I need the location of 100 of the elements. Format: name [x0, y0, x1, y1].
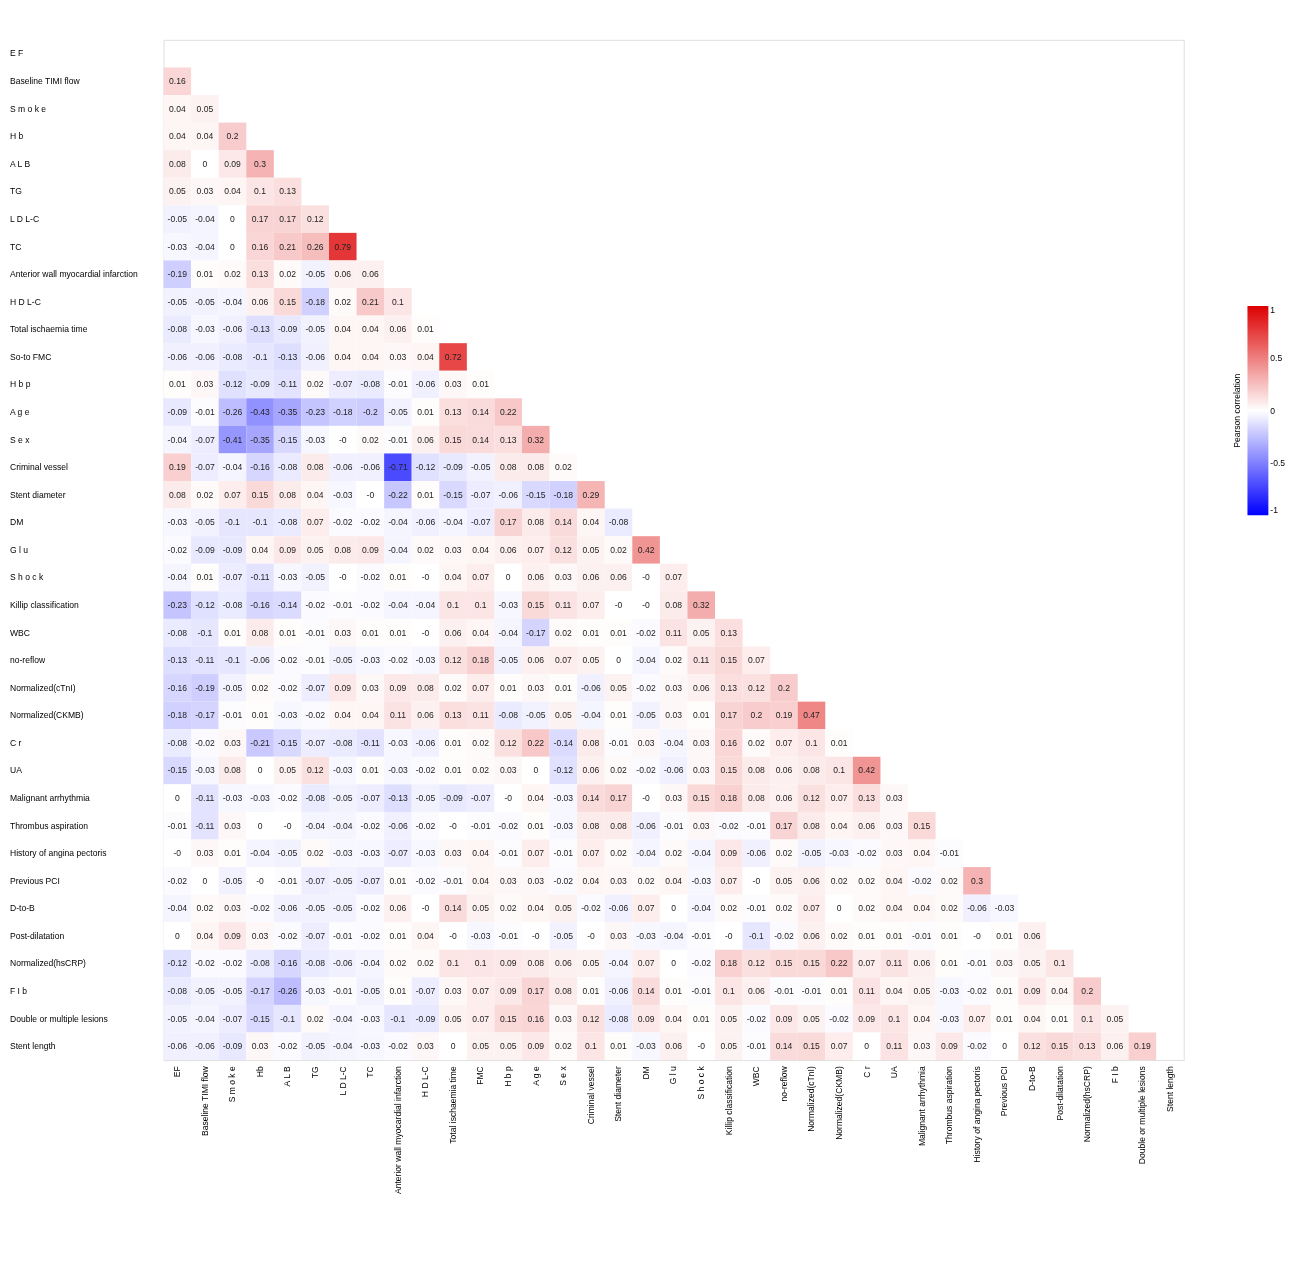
data-label: -0.02 [856, 848, 877, 859]
data-label: -0.18 [333, 406, 353, 417]
data-label: -0.01 [388, 434, 408, 445]
data-label: -0.07 [388, 848, 408, 859]
data-label: -0.05 [470, 462, 491, 473]
data-label: 0.05 [582, 655, 600, 666]
data-label: -0.43 [250, 406, 271, 417]
y-tick-label: So-to FMC [9, 351, 52, 362]
data-label: -0.02 [167, 875, 188, 886]
data-label: 0.05 [1106, 1013, 1124, 1024]
data-label: 0.02 [362, 434, 379, 445]
data-label: 0.03 [417, 1041, 435, 1052]
data-label: 0.17 [251, 213, 269, 224]
data-label: 0.09 [527, 1041, 545, 1052]
data-label: 0.04 [527, 792, 545, 803]
data-label: -0.11 [360, 737, 380, 748]
x-tick-label: Stent length [1164, 1066, 1175, 1112]
data-label: 0.02 [472, 765, 490, 776]
data-label: 0.07 [224, 489, 242, 500]
data-label: 0.02 [610, 848, 628, 859]
y-tick-label: Baseline TIMI flow [9, 76, 81, 87]
data-label: -0 [504, 792, 513, 803]
data-label: 0.03 [362, 682, 379, 693]
x-tick-label: F I b [1109, 1066, 1120, 1084]
data-label: 0.03 [692, 737, 710, 748]
data-label: 0.07 [720, 875, 738, 886]
data-label: -0.05 [305, 1041, 326, 1052]
data-label: 0.04 [582, 875, 600, 886]
data-label: -0.02 [360, 820, 381, 831]
data-label: -0.19 [167, 269, 188, 280]
data-label: 0.04 [1051, 986, 1069, 996]
data-label: -0.2 [362, 406, 378, 417]
y-tick-label: H D L-C [9, 296, 41, 307]
data-label: -0.02 [691, 958, 712, 969]
data-label: -0.08 [222, 599, 243, 610]
data-label: 0.05 [472, 1041, 490, 1052]
data-label: 0.01 [389, 875, 407, 886]
data-label: -0.14 [553, 737, 574, 748]
data-label: -0.03 [691, 875, 712, 886]
data-label: -0.08 [305, 958, 326, 969]
data-label: 0.2 [226, 131, 239, 142]
data-label: -0.04 [167, 572, 188, 583]
data-label: -0.03 [360, 655, 381, 666]
color-bar-label: -0.5 [1270, 457, 1286, 468]
x-tick-label: WBC [751, 1066, 762, 1087]
data-label: 0.08 [803, 765, 821, 776]
data-label: 0.01 [941, 958, 958, 969]
data-label: 0.01 [830, 986, 848, 996]
data-label: -0.09 [250, 379, 271, 390]
data-label: -0.02 [360, 572, 381, 583]
data-label: -0.01 [167, 820, 188, 831]
data-label: 0.01 [389, 986, 407, 996]
y-tick-label: G l u [9, 544, 29, 555]
x-tick-label: TG [310, 1065, 321, 1079]
data-label: -0.08 [305, 792, 326, 803]
data-label: 0.06 [251, 296, 269, 307]
data-label: -0.03 [167, 517, 188, 528]
data-label: 0.03 [499, 765, 517, 776]
data-label: 0.2 [1081, 986, 1094, 996]
data-label: 0.05 [555, 710, 572, 721]
x-tick-label: D-to-B [1026, 1065, 1037, 1091]
data-label: -0 [614, 599, 623, 610]
data-label: 0.03 [637, 737, 655, 748]
data-label: 0.01 [279, 627, 297, 638]
data-label: -0.15 [250, 1013, 271, 1024]
data-label: 0.02 [610, 544, 628, 555]
data-label: -0.18 [553, 489, 574, 500]
data-label: -0.03 [388, 737, 408, 748]
x-tick-label: L D L-C [337, 1066, 348, 1096]
data-label: -0.07 [470, 517, 491, 528]
data-label: 0.08 [224, 765, 242, 776]
data-label: 0.01 [858, 930, 876, 941]
data-label: 0.01 [444, 765, 462, 776]
data-label: 0.06 [803, 875, 821, 886]
data-label: 0.03 [996, 958, 1014, 969]
data-label: -0.03 [470, 930, 491, 941]
data-label: 0.04 [169, 131, 186, 142]
data-label: -0.1 [390, 1013, 406, 1024]
data-label: -0.05 [167, 1013, 188, 1024]
x-tick-label: Criminal vessel [585, 1066, 596, 1125]
data-label: -0 [531, 930, 540, 941]
data-label: 0.06 [527, 655, 545, 666]
data-label: -0.05 [333, 903, 353, 914]
data-label: 0 [533, 765, 539, 776]
data-label: 0 [671, 958, 677, 969]
data-label: -0.26 [277, 986, 298, 996]
data-label: 0.09 [224, 158, 242, 169]
data-label: 0.01 [582, 986, 600, 996]
data-label: 0 [616, 655, 622, 666]
data-label: 0.18 [720, 958, 738, 969]
data-label: 0.05 [196, 103, 214, 114]
data-label: -0.01 [388, 379, 408, 390]
data-label: -0.1 [280, 1013, 296, 1024]
data-label: 0.02 [775, 903, 793, 914]
x-tick-label: Baseline TIMI flow [199, 1065, 210, 1136]
data-label: -0.04 [636, 848, 657, 859]
data-label: -0.06 [636, 820, 657, 831]
data-label: 0.11 [389, 710, 407, 721]
data-label: 0.08 [748, 765, 765, 776]
data-label: 0.04 [913, 903, 931, 914]
